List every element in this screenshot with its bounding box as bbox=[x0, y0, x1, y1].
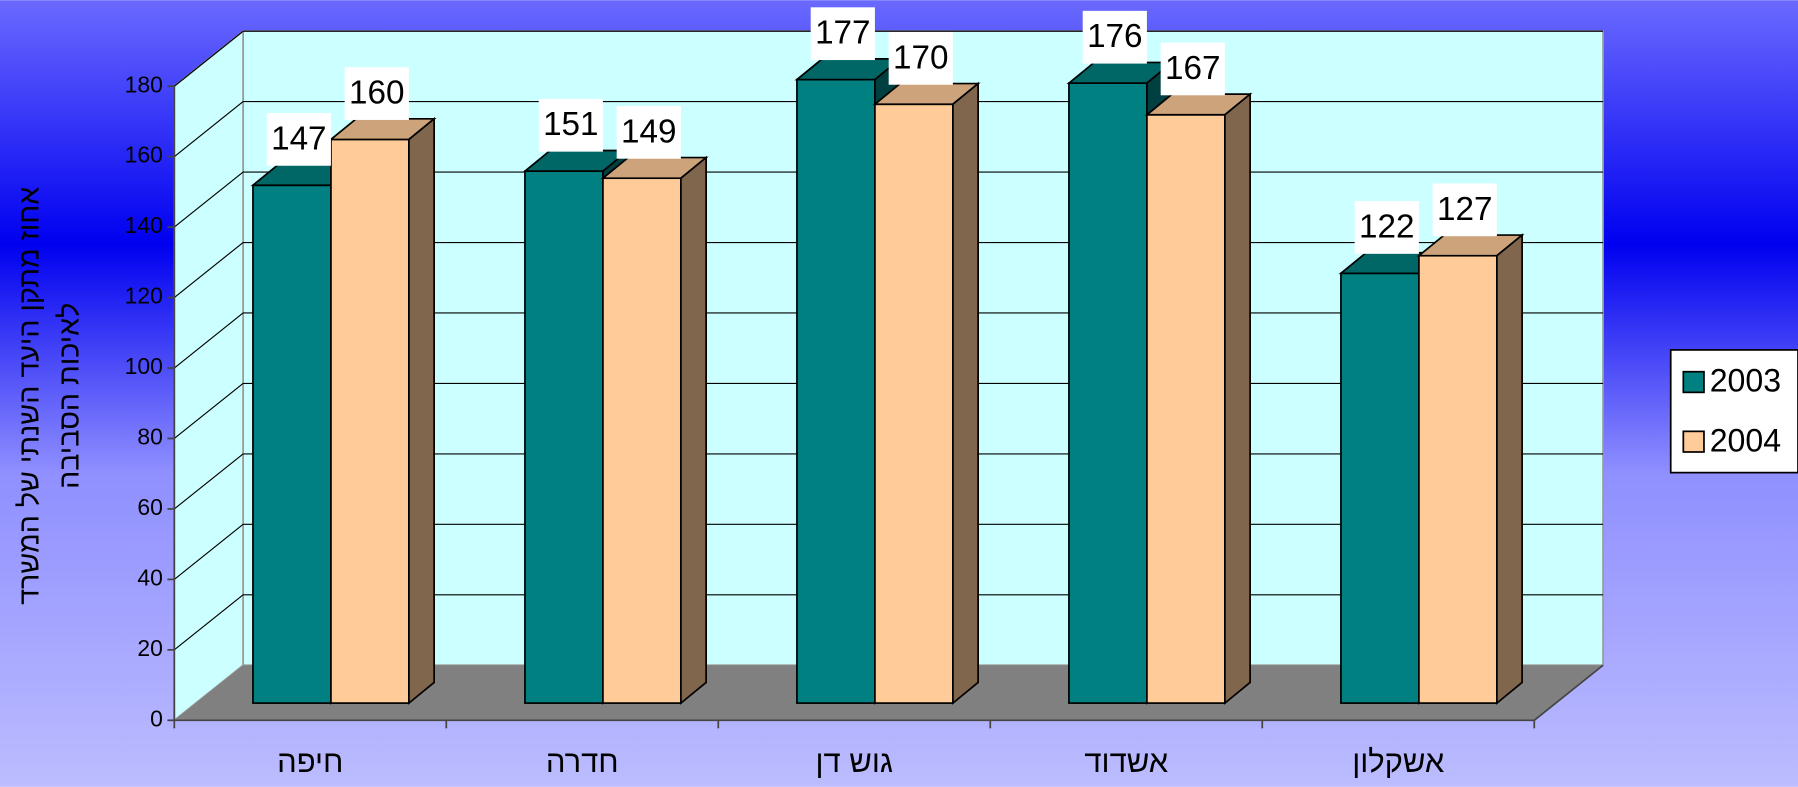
legend-label: 2003 bbox=[1710, 363, 1781, 399]
bar bbox=[252, 184, 332, 704]
data-label: 160 bbox=[349, 75, 404, 112]
bar bbox=[1146, 113, 1226, 704]
y-axis-label: אחוז מתקן היעד השנתי של המשרד bbox=[14, 187, 46, 605]
bar bbox=[1418, 254, 1498, 704]
x-axis-depth bbox=[1533, 664, 1604, 721]
bar-side bbox=[1224, 92, 1251, 705]
data-label-box bbox=[810, 7, 875, 61]
y-tick-label: 20 bbox=[137, 635, 163, 661]
data-label: 151 bbox=[543, 106, 598, 143]
legend-swatch bbox=[1682, 370, 1705, 394]
data-label-box bbox=[538, 98, 603, 152]
y-tick-label: 40 bbox=[137, 564, 163, 590]
legend-label: 2004 bbox=[1710, 422, 1781, 458]
bar-side bbox=[1496, 233, 1523, 705]
data-label: 167 bbox=[1165, 50, 1220, 87]
data-label: 147 bbox=[271, 120, 326, 157]
bar-side bbox=[408, 116, 435, 705]
y-tick-label: 60 bbox=[137, 494, 163, 520]
data-label: 177 bbox=[815, 15, 870, 52]
x-tick-label: חיפה bbox=[277, 744, 343, 779]
side-wall bbox=[173, 29, 244, 723]
bar-side bbox=[952, 81, 979, 705]
data-label: 170 bbox=[893, 39, 948, 76]
data-label-box bbox=[344, 67, 409, 120]
y-tick-label: 80 bbox=[137, 424, 163, 450]
y-tick-label: 120 bbox=[125, 283, 163, 309]
bar bbox=[874, 103, 954, 704]
y-tick-label: 160 bbox=[125, 142, 163, 168]
data-label-box bbox=[266, 113, 331, 166]
bar bbox=[330, 138, 410, 704]
bar bbox=[602, 177, 682, 704]
data-label: 176 bbox=[1087, 18, 1142, 55]
data-label-box bbox=[1082, 10, 1147, 64]
bar bbox=[1340, 272, 1420, 704]
data-label: 127 bbox=[1437, 191, 1492, 228]
y-axis-label: לאיכות הסביבה bbox=[54, 303, 86, 489]
data-label-box bbox=[1354, 201, 1419, 254]
y-tick-label: 140 bbox=[125, 212, 163, 238]
bar bbox=[524, 170, 604, 704]
x-tick-label: גוש דן bbox=[816, 744, 894, 779]
data-label: 149 bbox=[621, 113, 676, 150]
y-tick-label: 180 bbox=[125, 71, 163, 97]
bar-side bbox=[680, 155, 707, 705]
y-tick-label: 0 bbox=[150, 705, 163, 731]
legend-swatch bbox=[1682, 430, 1705, 453]
data-label-box bbox=[888, 31, 953, 85]
bar bbox=[1068, 82, 1148, 704]
x-tick-label: אשקלון bbox=[1352, 744, 1445, 779]
y-tick-label: 100 bbox=[125, 353, 163, 379]
grid-line bbox=[173, 30, 1604, 87]
x-tick-label: אשדוד bbox=[1084, 744, 1168, 779]
data-label-box bbox=[1432, 183, 1497, 237]
x-tick-label: חדרה bbox=[546, 744, 619, 779]
data-label-box bbox=[1160, 42, 1225, 96]
data-label: 122 bbox=[1359, 208, 1414, 245]
bar bbox=[796, 78, 876, 704]
data-label-box bbox=[616, 105, 681, 159]
